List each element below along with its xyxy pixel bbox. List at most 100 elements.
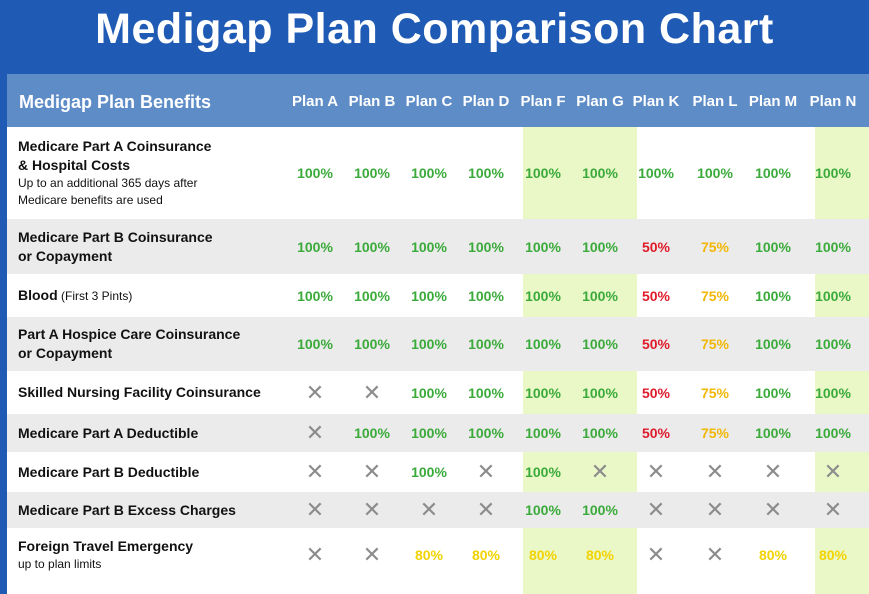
plan-header-plan-g: Plan G (576, 93, 624, 110)
benefit-note: (First 3 Pints) (57, 288, 133, 303)
not-covered-icon: ✕ (362, 541, 382, 567)
benefit-subtext-line2: Medicare benefits are used (18, 193, 163, 207)
coverage-value: 100% (755, 336, 791, 352)
not-covered-icon: ✕ (763, 497, 783, 522)
coverage-value: 100% (525, 287, 561, 304)
table-row: Foreign Travel Emergency up to plan limit… (7, 528, 869, 581)
benefit-title: Blood (First 3 Pints) (18, 286, 133, 303)
benefit-title: Medicare Part B Excess Charges (18, 501, 236, 518)
coverage-value: 100% (525, 464, 561, 480)
coverage-value: 100% (468, 336, 504, 352)
coverage-value: 100% (468, 165, 504, 181)
coverage-value: 100% (815, 425, 851, 441)
not-covered-icon: ✕ (646, 459, 666, 484)
benefit-title: Part A Hospice Care Coinsurance (18, 326, 241, 342)
coverage-value: 100% (468, 384, 504, 401)
not-covered-icon: ✕ (362, 459, 382, 484)
benefit-subtext: Up to an additional 365 days after (18, 176, 198, 190)
coverage-value: 100% (525, 165, 561, 181)
benefit-title-line2: or Copayment (18, 345, 113, 361)
table-row: Blood (First 3 Pints) 100% 100% 100% 100% 100… (7, 274, 869, 317)
coverage-value: 100% (582, 165, 618, 181)
coverage-value: 50% (641, 336, 671, 352)
not-covered-icon: ✕ (362, 379, 382, 405)
not-covered-icon: ✕ (362, 497, 382, 522)
table-row: Medicare Part B Deductible ✕ ✕ 100% ✕ 100% ✕ ✕ ✕… (7, 452, 869, 492)
benefit-label: Part A Hospice Care Coinsurance or Copaym… (18, 317, 240, 371)
not-covered-icon: ✕ (305, 541, 325, 567)
coverage-value: 100% (815, 165, 851, 181)
benefit-title-line2: & Hospital Costs (18, 157, 131, 173)
coverage-value: 100% (468, 425, 504, 441)
table-row: Medicare Part A Deductible ✕ 100% 100% 100% 1… (7, 414, 869, 452)
table-row: Medicare Part B Coinsurance or Copayment 1… (7, 219, 869, 274)
coverage-value: 100% (525, 502, 561, 518)
table-row: Medicare Part A Coinsurance & Hospital Co… (7, 127, 869, 219)
coverage-value: 75% (700, 384, 730, 401)
benefit-title: Medicare Part A Coinsurance (18, 138, 212, 154)
coverage-value: 100% (525, 425, 561, 441)
coverage-value: 100% (815, 336, 851, 352)
plan-header-plan-c: Plan C (405, 93, 453, 110)
coverage-value: 100% (354, 425, 390, 441)
benefit-label: Medicare Part B Deductible (18, 452, 199, 492)
coverage-value: 80% (585, 546, 615, 563)
page-title: Medigap Plan Comparison Chart (95, 5, 774, 53)
coverage-value: 100% (297, 238, 333, 255)
coverage-value: 100% (525, 336, 561, 352)
not-covered-icon: ✕ (823, 497, 843, 522)
plan-header-plan-l: Plan L (692, 93, 738, 110)
plan-header-plan-n: Plan N (809, 93, 857, 110)
coverage-value: 100% (755, 165, 791, 181)
coverage-value: 100% (815, 287, 851, 304)
coverage-value: 80% (818, 546, 848, 563)
coverage-value: 80% (758, 546, 788, 563)
plan-header-plan-a: Plan A (291, 93, 339, 110)
coverage-value: 100% (815, 238, 851, 255)
benefit-label: Foreign Travel Emergency up to plan limit… (18, 528, 193, 581)
coverage-value: 100% (297, 336, 333, 352)
coverage-value: 100% (582, 502, 618, 518)
coverage-value: 100% (354, 336, 390, 352)
coverage-value: 100% (697, 165, 733, 181)
coverage-value: 100% (411, 287, 447, 304)
coverage-value: 75% (700, 336, 730, 352)
coverage-value: 100% (755, 238, 791, 255)
coverage-value: 100% (525, 384, 561, 401)
not-covered-icon: ✕ (646, 497, 666, 522)
benefit-label: Medicare Part A Coinsurance & Hospital Co… (18, 127, 211, 219)
benefit-title: Medicare Part B Deductible (18, 463, 200, 480)
coverage-value: 100% (468, 287, 504, 304)
coverage-value: 100% (582, 238, 618, 255)
plan-header-plan-k: Plan K (632, 93, 680, 110)
not-covered-icon: ✕ (705, 541, 725, 567)
coverage-value: 100% (411, 238, 447, 255)
not-covered-icon: ✕ (305, 459, 325, 484)
coverage-value: 100% (755, 287, 791, 304)
not-covered-icon: ✕ (823, 459, 843, 484)
coverage-value: 50% (641, 425, 671, 441)
coverage-value: 100% (815, 384, 851, 401)
coverage-value: 100% (525, 238, 561, 255)
benefits-header: Medigap Plan Benefits (19, 92, 212, 112)
not-covered-icon: ✕ (590, 459, 610, 484)
benefit-label: Blood (First 3 Pints) (18, 274, 132, 317)
coverage-value: 80% (528, 546, 558, 563)
coverage-value: 100% (354, 287, 390, 304)
table-row: Skilled Nursing Facility Coinsurance ✕ ✕ 10… (7, 371, 869, 414)
benefit-label: Medicare Part B Excess Charges (18, 492, 236, 528)
benefit-label: Skilled Nursing Facility Coinsurance (18, 371, 261, 414)
comparison-table: Medigap Plan Benefits Plan A Plan B Plan C… (7, 74, 869, 594)
coverage-value: 100% (354, 165, 390, 181)
coverage-value: 100% (755, 384, 791, 401)
coverage-value: 100% (411, 165, 447, 181)
not-covered-icon: ✕ (305, 379, 325, 405)
benefit-title-line2: or Copayment (18, 247, 113, 264)
coverage-value: 50% (641, 238, 671, 255)
not-covered-icon: ✕ (305, 497, 325, 522)
plan-header-plan-b: Plan B (348, 93, 396, 110)
not-covered-icon: ✕ (305, 420, 325, 445)
benefit-label: Medicare Part A Deductible (18, 414, 198, 452)
coverage-value: 50% (641, 384, 671, 401)
coverage-value: 100% (582, 425, 618, 441)
